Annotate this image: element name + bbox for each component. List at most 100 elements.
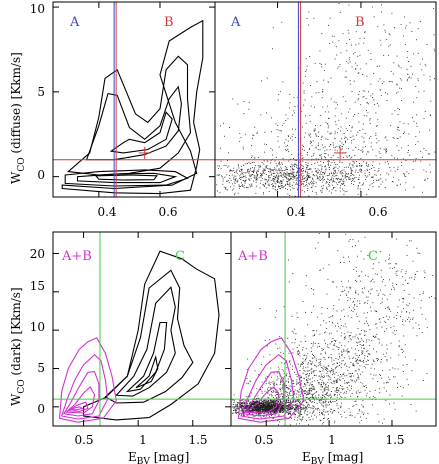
scatter-point [303,186,305,188]
scatter-point [340,262,341,263]
scatter-point [330,382,332,383]
scatter-point [266,400,267,402]
scatter-point [329,132,331,134]
scatter-point [290,407,291,409]
scatter-point [265,406,267,408]
scatter-point [277,170,279,171]
scatter-point [344,191,346,193]
scatter-point [286,167,288,169]
scatter-point [333,187,334,188]
scatter-point [321,135,323,137]
scatter-point [276,384,278,386]
scatter-point [408,173,410,174]
scatter-point [342,180,344,182]
scatter-point [238,184,240,186]
scatter-point [359,303,361,305]
scatter-point [424,277,425,278]
scatter-point [360,359,361,361]
scatter-point [297,405,299,406]
scatter-point [351,66,353,68]
scatter-point [344,364,345,366]
scatter-point [303,146,304,147]
scatter-point [362,96,364,98]
scatter-point [286,400,287,402]
scatter-point [288,382,289,383]
scatter-point [235,409,237,410]
scatter-point [377,180,379,181]
scatter-point [257,157,259,158]
scatter-point [282,397,284,399]
scatter-point [300,376,302,378]
scatter-point [265,410,267,412]
scatter-point [253,175,255,177]
scatter-point [343,262,345,263]
scatter-point [385,149,387,151]
scatter-point [247,405,249,406]
scatter-point [388,163,389,165]
scatter-point [394,408,396,410]
scatter-point [285,409,287,411]
scatter-point [413,101,414,103]
scatter-point [373,73,375,74]
scatter-point [370,135,372,137]
scatter-point [317,177,319,178]
scatter-point [367,350,369,352]
scatter-point [337,389,339,391]
scatter-point [385,152,387,154]
region-label-c: C [175,249,185,264]
scatter-point [373,263,374,265]
scatter-point [259,411,261,413]
scatter-point [407,144,409,146]
scatter-point [367,356,368,357]
scatter-point [290,177,291,179]
scatter-point [285,120,287,121]
scatter-point [434,50,436,52]
scatter-point [354,370,356,372]
scatter-point [321,348,323,349]
scatter-point [285,174,287,176]
scatter-point [386,359,388,360]
scatter-point [340,178,342,180]
scatter-point [251,403,253,404]
scatter-point [341,183,343,185]
scatter-point [332,282,334,283]
scatter-point [295,400,296,402]
scatter-point [281,185,283,186]
scatter-point [374,397,376,398]
scatter-point [337,184,339,185]
scatter-point [323,172,325,173]
scatter-point [299,409,301,411]
scatter-point [336,390,338,391]
scatter-point [303,178,305,180]
scatter-point [242,405,244,407]
scatter-point [412,317,414,319]
scatter-point [275,399,277,401]
scatter-point [360,250,362,252]
scatter-point [357,360,359,362]
scatter-point [316,330,318,332]
scatter-point [326,387,328,389]
scatter-point [246,187,247,189]
scatter-point [342,360,344,362]
scatter-point [387,161,388,163]
scatter-point [367,170,368,171]
scatter-point [312,412,314,414]
scatter-point [294,342,296,344]
scatter-point [396,330,398,331]
scatter-point [237,406,239,408]
scatter-point [299,414,301,416]
scatter-point [334,373,336,375]
scatter-point [341,388,343,390]
scatter-point [281,405,283,407]
scatter-point [288,173,290,174]
scatter-point [289,93,291,95]
scatter-point [313,386,315,388]
scatter-point [308,133,310,135]
scatter-point [331,192,332,194]
scatter-point [333,394,335,395]
scatter-point [257,404,258,406]
scatter-point [230,186,231,188]
scatter-point [238,187,240,189]
scatter-point [394,330,396,332]
scatter-point [290,386,292,388]
